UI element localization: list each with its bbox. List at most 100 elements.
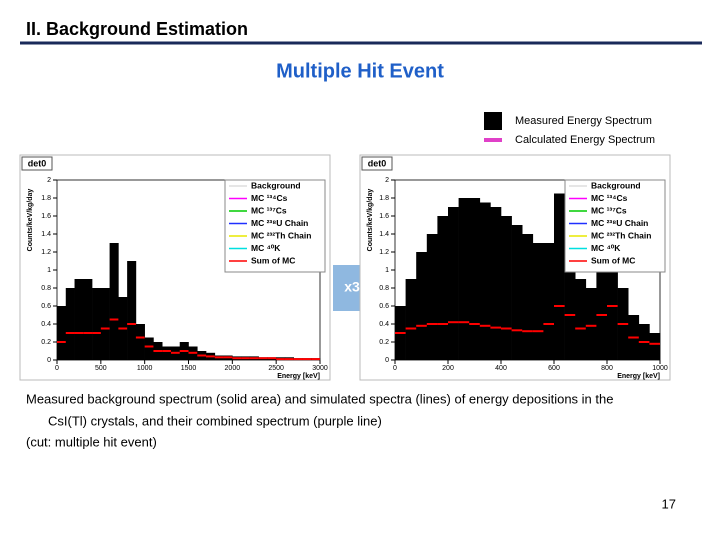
measured-bar [127,261,137,360]
x-tick-label: 800 [601,365,613,372]
x-axis-label: Energy [keV] [277,373,320,380]
measured-bar [74,279,84,360]
arrow-label: x3 [344,279,360,295]
plot-legend-label: MC ¹³⁷Cs [591,205,627,215]
plot-tag: det0 [368,158,387,168]
caption-line: Measured background spectrum (solid area… [26,391,613,406]
x-tick-label: 1500 [181,365,197,372]
x-tick-label: 400 [495,365,507,372]
y-tick-label: 1 [47,267,51,274]
x-tick-label: 600 [548,365,560,372]
plot-legend-label: MC ¹³⁴Cs [591,193,628,203]
plot-tag-box [21,156,53,171]
legend-label: Calculated Energy Spectrum [515,134,655,146]
y-tick-label: 0 [385,357,389,364]
measured-bar [607,261,618,360]
measured-bar [437,216,449,360]
plot-tag: det0 [28,158,47,168]
measured-bar [501,216,512,360]
plot-legend-label: MC ⁴⁰K [591,243,621,253]
y-tick-label: 0.8 [41,285,51,292]
y-tick-label: 0.4 [379,321,389,328]
plot-legend-label: Sum of MC [591,255,635,265]
measured-bar [144,337,154,360]
measured-bar [585,288,597,360]
measured-bar [543,243,555,360]
plot-legend-label: MC ¹³⁷Cs [251,205,287,215]
y-axis-label: Counts/keV/kg/day [367,189,374,252]
y-tick-label: 1.8 [41,195,51,202]
measured-bar [162,346,172,360]
measured-bar [135,324,145,360]
measured-bar [511,225,523,360]
subtitle: Multiple Hit Event [276,60,444,82]
measured-bar [57,306,67,360]
caption-line: CsI(Tl) crystals, and their combined spe… [48,413,382,428]
y-tick-label: 1.2 [379,249,389,256]
x-tick-label: 0 [393,365,397,372]
y-tick-label: 1.6 [379,213,389,220]
plot-legend-label: MC ²³²Th Chain [251,230,311,240]
measured-bar [532,243,544,360]
plot-legend-label: MC ¹³⁴Cs [251,193,288,203]
y-tick-label: 0.6 [41,303,51,310]
caption-line: (cut: multiple hit event) [26,434,157,449]
x-axis-label: Energy [keV] [617,373,660,380]
plot-legend-label: MC ²³⁸U Chain [251,218,308,228]
legend-swatch [484,138,502,142]
x-tick-label: 500 [95,365,107,372]
y-tick-label: 1 [385,267,389,274]
measured-bar [416,252,428,360]
y-tick-label: 1.2 [41,249,51,256]
x-tick-label: 0 [55,365,59,372]
x-tick-label: 2000 [225,365,241,372]
y-tick-label: 0 [47,357,51,364]
measured-bar [575,279,587,360]
measured-bar [564,234,576,360]
measured-bar [479,202,491,360]
measured-bar [83,279,93,360]
measured-bar [100,288,110,360]
plot-legend-label: Sum of MC [251,255,295,265]
y-tick-label: 0.2 [379,339,389,346]
y-tick-label: 1.4 [41,231,51,238]
plot-legend-label: Background [591,180,641,190]
y-tick-label: 0.2 [41,339,51,346]
measured-bar [92,288,102,360]
y-tick-label: 0.8 [379,285,389,292]
page-number: 17 [662,496,676,511]
plot-tag-box [361,156,393,171]
measured-bar [426,234,438,360]
y-tick-label: 2 [385,177,389,184]
y-tick-label: 0.4 [41,321,51,328]
y-tick-label: 1.4 [379,231,389,238]
y-tick-label: 2 [47,177,51,184]
x-tick-label: 1000 [137,365,153,372]
plot-legend-box [564,179,666,273]
measured-bar [458,198,470,360]
x-tick-label: 3000 [312,365,328,372]
x-tick-label: 200 [442,365,454,372]
y-axis-label: Counts/keV/kg/day [27,189,34,252]
measured-bar [522,234,534,360]
slide-title: II. Background Estimation [26,19,248,39]
legend-label: Measured Energy Spectrum [515,115,652,127]
y-tick-label: 0.6 [379,303,389,310]
plot-legend-label: MC ²³⁸U Chain [591,218,648,228]
measured-bar [554,193,565,360]
x-tick-label: 2500 [268,365,284,372]
measured-bar [490,207,502,360]
y-tick-label: 1.6 [41,213,51,220]
plot-legend-label: MC ⁴⁰K [251,243,281,253]
measured-bar [448,207,459,360]
plot-legend-label: Background [251,180,301,190]
measured-bar [469,198,481,360]
legend-swatch [484,112,502,130]
measured-bar [405,279,417,360]
plot-legend-label: MC ²³²Th Chain [591,230,651,240]
y-tick-label: 1.8 [379,195,389,202]
measured-bar [65,288,75,360]
measured-bar [109,243,119,360]
plot-legend-box [224,179,326,273]
